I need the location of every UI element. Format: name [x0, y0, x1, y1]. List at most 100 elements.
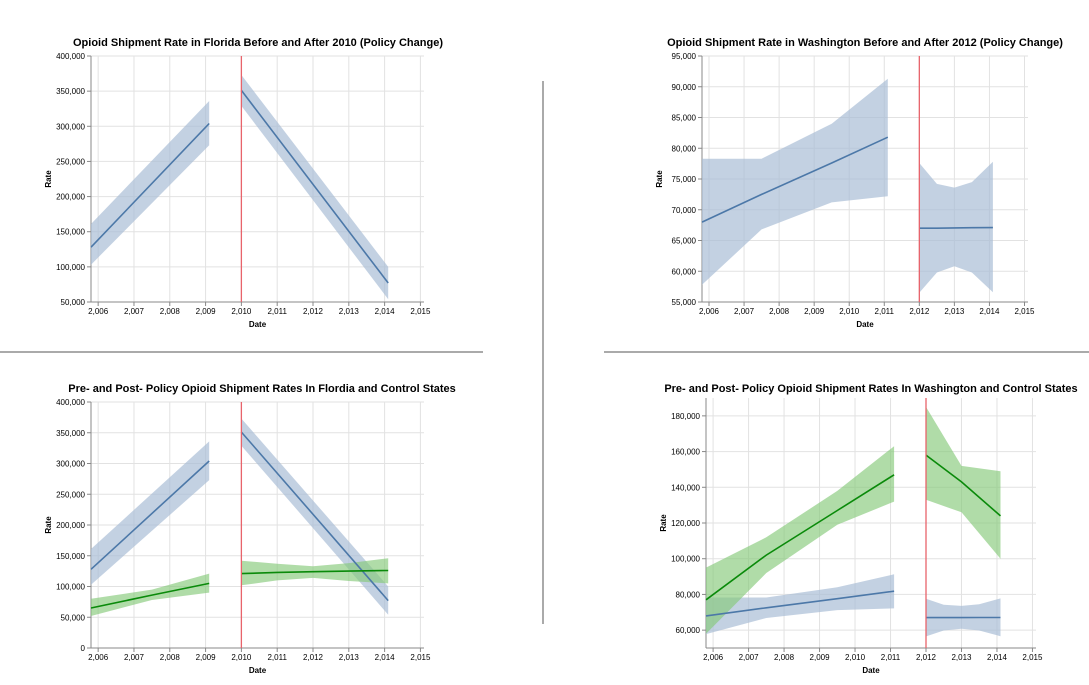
fl_top-x-tick-label: 2,008 — [160, 307, 181, 316]
fl_top-y-tick-label: 50,000 — [61, 298, 86, 307]
fl_top-y-tick-label: 150,000 — [56, 228, 85, 237]
wa_top-treatment-trend-line — [701, 136, 889, 223]
fl_bottom-y-tick-label: 300,000 — [56, 460, 85, 469]
fl_bottom-y-tick-label: 350,000 — [56, 429, 85, 438]
wa_top-y-tick-label: 65,000 — [672, 237, 697, 246]
fl_top-x-tick-label: 2,009 — [196, 307, 217, 316]
wa_top-y-tick-label: 90,000 — [672, 83, 697, 92]
fl_bottom-x-tick-label: 2,014 — [375, 653, 396, 662]
wa_bottom-x-tick-label: 2,014 — [987, 653, 1008, 662]
fl_top-y-tick-label: 200,000 — [56, 193, 85, 202]
fl_bottom-y-tick-label: 250,000 — [56, 490, 85, 499]
wa_bottom-chart-title: Pre- and Post- Policy Opioid Shipment Ra… — [664, 383, 1077, 395]
fl_top-y-tick-label: 400,000 — [56, 52, 85, 61]
wa_bottom-x-tick-label: 2,012 — [916, 653, 937, 662]
fl_bottom-treatment-trend-line — [240, 431, 389, 602]
fl_top-x-tick-label: 2,012 — [303, 307, 324, 316]
fl_bottom-x-tick-label: 2,009 — [196, 653, 217, 662]
fl_bottom-y-tick-label: 200,000 — [56, 521, 85, 530]
wa_top-y-tick-label: 60,000 — [672, 267, 697, 276]
fl_bottom-control-trend-line — [241, 569, 389, 575]
wa_bottom-y-tick-label: 140,000 — [671, 483, 700, 492]
fl_top-y-tick-label: 100,000 — [56, 263, 85, 272]
wa_bottom-y-tick-label: 100,000 — [671, 555, 700, 564]
wa_top-treatment-confidence-band — [702, 78, 888, 285]
wa_top-y-axis-title: Rate — [655, 170, 664, 188]
wa_bottom-y-axis-title: Rate — [659, 514, 668, 532]
wa_bottom-x-tick-label: 2,015 — [1022, 653, 1043, 662]
wa_bottom-x-tick-label: 2,011 — [881, 653, 901, 662]
wa_bottom-x-tick-label: 2,009 — [810, 653, 831, 662]
fl_bottom-chart-title: Pre- and Post- Policy Opioid Shipment Ra… — [68, 383, 456, 395]
wa_top-y-tick-label: 75,000 — [672, 175, 697, 184]
wa_bottom-y-tick-label: 120,000 — [671, 519, 700, 528]
wa_top-y-tick-label: 80,000 — [672, 144, 697, 153]
wa_bottom-x-tick-label: 2,006 — [703, 653, 724, 662]
fl_top-y-tick-label: 350,000 — [56, 87, 85, 96]
fl_top-treatment-trend-line — [90, 122, 210, 248]
fl_top-y-tick-label: 250,000 — [56, 157, 85, 166]
fl_bottom-x-tick-label: 2,010 — [231, 653, 252, 662]
fl_top-x-axis-title: Date — [249, 320, 267, 329]
wa_bottom-x-tick-label: 2,010 — [845, 653, 866, 662]
wa_bottom-x-axis-title: Date — [862, 666, 880, 675]
fl_top-y-tick-label: 300,000 — [56, 122, 85, 131]
fl_bottom-x-tick-label: 2,013 — [339, 653, 360, 662]
wa_top-x-tick-label: 2,013 — [944, 307, 965, 316]
fl_top-x-tick-label: 2,014 — [375, 307, 396, 316]
fl_top-treatment-trend-line — [240, 89, 389, 284]
wa_bottom-y-tick-label: 180,000 — [671, 412, 700, 421]
fl_bottom-x-tick-label: 2,006 — [88, 653, 109, 662]
wa_top-y-tick-label: 95,000 — [672, 52, 697, 61]
fl_top-x-tick-label: 2,013 — [339, 307, 360, 316]
wa_top-x-tick-label: 2,012 — [909, 307, 930, 316]
fl_bottom-x-tick-label: 2,015 — [410, 653, 431, 662]
wa_top-x-tick-label: 2,007 — [734, 307, 755, 316]
wa_top-x-tick-label: 2,010 — [839, 307, 860, 316]
wa_top-treatment-trend-line — [919, 226, 993, 229]
fl_top-y-axis-title: Rate — [44, 170, 53, 188]
wa_top-y-tick-label: 85,000 — [672, 114, 697, 123]
fl_bottom-y-tick-label: 50,000 — [61, 613, 86, 622]
fl_bottom-x-tick-label: 2,007 — [124, 653, 145, 662]
wa_bottom-y-tick-label: 80,000 — [676, 590, 701, 599]
wa_top-x-tick-label: 2,008 — [769, 307, 790, 316]
wa_top-x-tick-label: 2,015 — [1014, 307, 1035, 316]
fl_bottom-y-tick-label: 0 — [81, 644, 86, 653]
wa_bottom-x-tick-label: 2,008 — [774, 653, 795, 662]
fl_bottom-y-tick-label: 150,000 — [56, 552, 85, 561]
fl_top-chart-title: Opioid Shipment Rate in Florida Before a… — [73, 37, 443, 49]
fl_bottom-x-tick-label: 2,011 — [267, 653, 287, 662]
wa_top-y-tick-label: 70,000 — [672, 206, 697, 215]
fl_bottom-y-tick-label: 100,000 — [56, 583, 85, 592]
fl_bottom-y-axis-title: Rate — [44, 516, 53, 534]
fl_bottom-treatment-trend-line — [90, 460, 210, 570]
fl_bottom-x-tick-label: 2,008 — [160, 653, 181, 662]
wa_top-x-tick-label: 2,014 — [979, 307, 1000, 316]
fl_bottom-x-tick-label: 2,012 — [303, 653, 324, 662]
fl_top-x-tick-label: 2,010 — [231, 307, 252, 316]
fl_top-x-tick-label: 2,011 — [267, 307, 287, 316]
wa_bottom-control-confidence-band — [706, 446, 895, 634]
wa_top-x-tick-label: 2,009 — [804, 307, 825, 316]
wa_bottom-control-trend-line — [925, 454, 1002, 517]
fl_bottom-x-axis-title: Date — [249, 666, 267, 675]
fl_top-x-tick-label: 2,006 — [88, 307, 109, 316]
fl_bottom-control-trend-line — [90, 582, 210, 609]
wa_bottom-y-tick-label: 60,000 — [676, 626, 701, 635]
wa_top-chart-title: Opioid Shipment Rate in Washington Befor… — [667, 37, 1063, 49]
wa_bottom-y-tick-label: 160,000 — [671, 448, 700, 457]
wa_top-x-tick-label: 2,011 — [875, 307, 895, 316]
fl_bottom-y-tick-label: 400,000 — [56, 398, 85, 407]
fl_top-treatment-confidence-band — [91, 101, 210, 265]
fl_top-x-tick-label: 2,007 — [124, 307, 145, 316]
wa_top-x-axis-title: Date — [856, 320, 874, 329]
wa_bottom-treatment-trend-line — [705, 590, 895, 617]
wa_top-x-tick-label: 2,006 — [699, 307, 720, 316]
wa_bottom-x-tick-label: 2,013 — [951, 653, 972, 662]
wa_bottom-x-tick-label: 2,007 — [739, 653, 760, 662]
wa_top-y-tick-label: 55,000 — [672, 298, 697, 307]
wa_bottom-control-trend-line — [705, 474, 895, 601]
fl_top-x-tick-label: 2,015 — [410, 307, 431, 316]
